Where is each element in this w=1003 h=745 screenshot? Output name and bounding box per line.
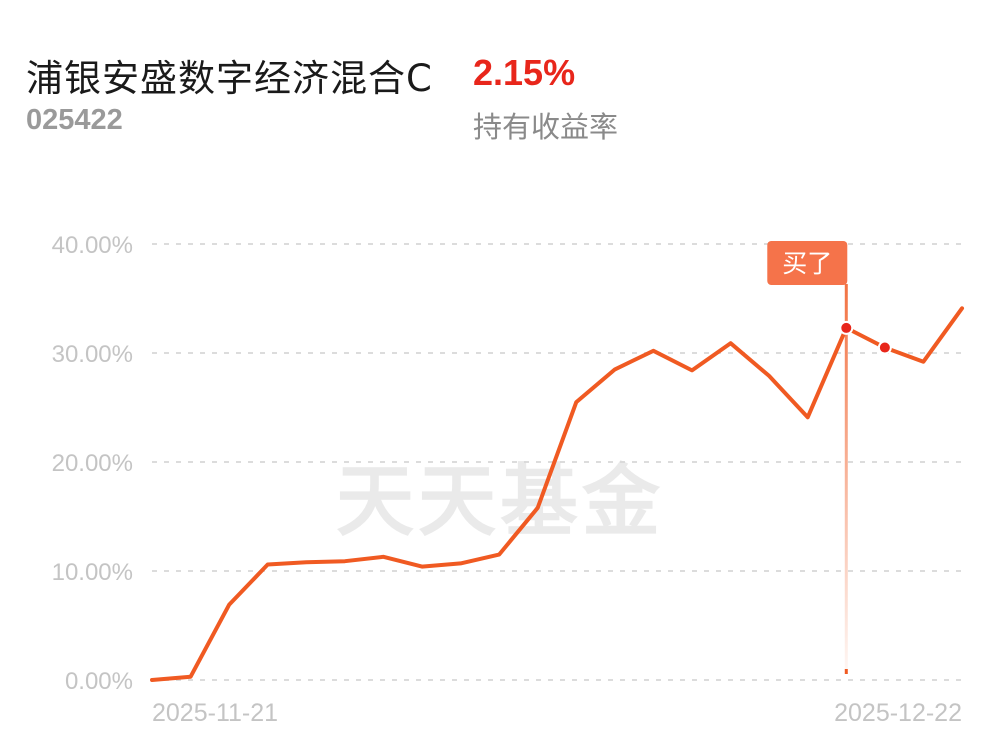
buy-marker[interactable]: 买了 — [767, 241, 848, 674]
highlighted-points — [839, 320, 892, 355]
series-line — [150, 306, 964, 682]
x-axis-label: 2025-11-21 — [152, 699, 278, 727]
watermark-text: 天天基金 — [336, 456, 664, 547]
y-tick-label: 20.00% — [52, 450, 133, 477]
y-axis-ticks: 0.00% 10.00% 20.00% 30.00% 40.00% — [52, 232, 133, 695]
marker-label: 买了 — [782, 249, 832, 278]
data-point — [839, 320, 854, 335]
y-tick-label: 10.00% — [52, 559, 133, 586]
x-axis-labels: 2025-11-21 2025-12-22 — [152, 699, 962, 727]
marker-line — [844, 284, 848, 672]
fund-code: 025422 — [26, 104, 123, 136]
x-axis-label: 2025-12-22 — [834, 699, 962, 727]
y-tick-label: 40.00% — [52, 232, 133, 259]
data-point — [877, 340, 892, 355]
fund-name: 浦银安盛数字经济混合C — [26, 57, 433, 100]
holding-return-label: 持有收益率 — [473, 110, 619, 144]
y-tick-label: 30.00% — [52, 341, 133, 368]
marker-label-bg — [767, 241, 848, 285]
y-tick-label: 0.00% — [65, 668, 133, 695]
holding-return-value: 2.15% — [473, 52, 576, 93]
marker-base — [844, 669, 848, 674]
